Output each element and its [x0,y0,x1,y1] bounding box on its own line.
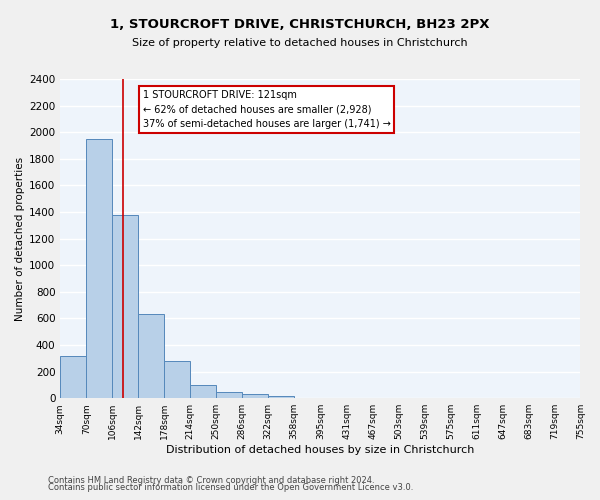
Text: 1, STOURCROFT DRIVE, CHRISTCHURCH, BH23 2PX: 1, STOURCROFT DRIVE, CHRISTCHURCH, BH23 … [110,18,490,30]
Text: 1 STOURCROFT DRIVE: 121sqm
← 62% of detached houses are smaller (2,928)
37% of s: 1 STOURCROFT DRIVE: 121sqm ← 62% of deta… [143,90,391,129]
Bar [138,314,164,398]
Bar [164,361,190,398]
Bar [60,356,86,398]
Text: Contains public sector information licensed under the Open Government Licence v3: Contains public sector information licen… [48,484,413,492]
Bar [190,385,216,398]
Text: Contains HM Land Registry data © Crown copyright and database right 2024.: Contains HM Land Registry data © Crown c… [48,476,374,485]
Bar [112,214,138,398]
Bar [86,139,112,398]
Text: Size of property relative to detached houses in Christchurch: Size of property relative to detached ho… [132,38,468,48]
X-axis label: Distribution of detached houses by size in Christchurch: Distribution of detached houses by size … [166,445,475,455]
Bar [268,396,294,398]
Y-axis label: Number of detached properties: Number of detached properties [15,156,25,320]
Bar [242,394,268,398]
Bar [216,392,242,398]
